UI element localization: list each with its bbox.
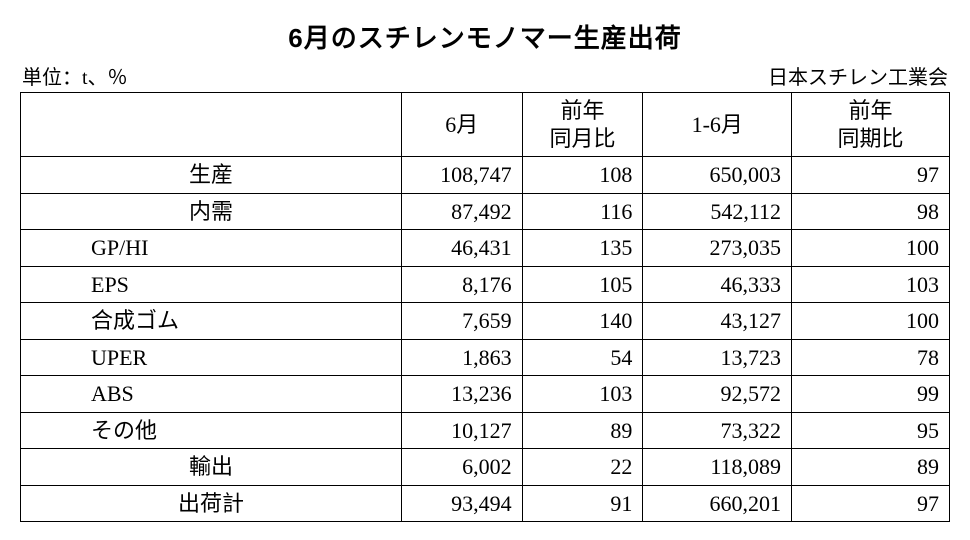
table-row: 生産108,747108650,00397 bbox=[21, 157, 950, 194]
table-header: 6月 前年 同月比 1-6月 前年 同期比 bbox=[21, 93, 950, 157]
table-row: EPS8,17610546,333103 bbox=[21, 266, 950, 303]
table-row: その他10,1278973,32295 bbox=[21, 412, 950, 449]
row-label: 出荷計 bbox=[21, 485, 402, 522]
cell-value: 135 bbox=[522, 230, 643, 267]
cell-value: 89 bbox=[792, 449, 950, 486]
cell-value: 100 bbox=[792, 303, 950, 340]
col-header bbox=[21, 93, 402, 157]
cell-value: 105 bbox=[522, 266, 643, 303]
table-row: 出荷計93,49491660,20197 bbox=[21, 485, 950, 522]
cell-value: 650,003 bbox=[643, 157, 792, 194]
row-label: 合成ゴム bbox=[21, 303, 402, 340]
col-header: 6月 bbox=[401, 93, 522, 157]
cell-value: 542,112 bbox=[643, 193, 792, 230]
cell-value: 89 bbox=[522, 412, 643, 449]
cell-value: 91 bbox=[522, 485, 643, 522]
table-row: 内需87,492116542,11298 bbox=[21, 193, 950, 230]
cell-value: 108,747 bbox=[401, 157, 522, 194]
row-label: EPS bbox=[21, 266, 402, 303]
cell-value: 46,431 bbox=[401, 230, 522, 267]
cell-value: 22 bbox=[522, 449, 643, 486]
cell-value: 92,572 bbox=[643, 376, 792, 413]
cell-value: 116 bbox=[522, 193, 643, 230]
cell-value: 13,723 bbox=[643, 339, 792, 376]
cell-value: 98 bbox=[792, 193, 950, 230]
cell-value: 43,127 bbox=[643, 303, 792, 340]
cell-value: 6,002 bbox=[401, 449, 522, 486]
cell-value: 10,127 bbox=[401, 412, 522, 449]
cell-value: 97 bbox=[792, 485, 950, 522]
data-table: 6月 前年 同月比 1-6月 前年 同期比 生産108,747108650,00… bbox=[20, 92, 950, 522]
col-header: 1-6月 bbox=[643, 93, 792, 157]
cell-value: 54 bbox=[522, 339, 643, 376]
cell-value: 140 bbox=[522, 303, 643, 340]
cell-value: 46,333 bbox=[643, 266, 792, 303]
source-label: 日本スチレン工業会 bbox=[768, 61, 948, 90]
cell-value: 660,201 bbox=[643, 485, 792, 522]
table-row: UPER1,8635413,72378 bbox=[21, 339, 950, 376]
cell-value: 87,492 bbox=[401, 193, 522, 230]
cell-value: 108 bbox=[522, 157, 643, 194]
row-label: 内需 bbox=[21, 193, 402, 230]
table-row: ABS13,23610392,57299 bbox=[21, 376, 950, 413]
cell-value: 1,863 bbox=[401, 339, 522, 376]
row-label: GP/HI bbox=[21, 230, 402, 267]
meta-row: 単位：t、％ 日本スチレン工業会 bbox=[20, 61, 950, 90]
cell-value: 97 bbox=[792, 157, 950, 194]
cell-value: 73,322 bbox=[643, 412, 792, 449]
col-header: 前年 同期比 bbox=[792, 93, 950, 157]
cell-value: 99 bbox=[792, 376, 950, 413]
table-body: 生産108,747108650,00397内需87,492116542,1129… bbox=[21, 157, 950, 522]
cell-value: 7,659 bbox=[401, 303, 522, 340]
row-label: UPER bbox=[21, 339, 402, 376]
cell-value: 95 bbox=[792, 412, 950, 449]
col-header: 前年 同月比 bbox=[522, 93, 643, 157]
cell-value: 8,176 bbox=[401, 266, 522, 303]
cell-value: 103 bbox=[522, 376, 643, 413]
row-label: その他 bbox=[21, 412, 402, 449]
cell-value: 78 bbox=[792, 339, 950, 376]
cell-value: 100 bbox=[792, 230, 950, 267]
cell-value: 13,236 bbox=[401, 376, 522, 413]
table-row: 輸出6,00222118,08989 bbox=[21, 449, 950, 486]
unit-label: 単位：t、％ bbox=[22, 61, 128, 90]
table-row: GP/HI46,431135273,035100 bbox=[21, 230, 950, 267]
page-title: 6月のスチレンモノマー生産出荷 bbox=[20, 18, 950, 55]
cell-value: 118,089 bbox=[643, 449, 792, 486]
table-row: 合成ゴム7,65914043,127100 bbox=[21, 303, 950, 340]
row-label: 生産 bbox=[21, 157, 402, 194]
row-label: 輸出 bbox=[21, 449, 402, 486]
row-label: ABS bbox=[21, 376, 402, 413]
cell-value: 103 bbox=[792, 266, 950, 303]
cell-value: 93,494 bbox=[401, 485, 522, 522]
cell-value: 273,035 bbox=[643, 230, 792, 267]
